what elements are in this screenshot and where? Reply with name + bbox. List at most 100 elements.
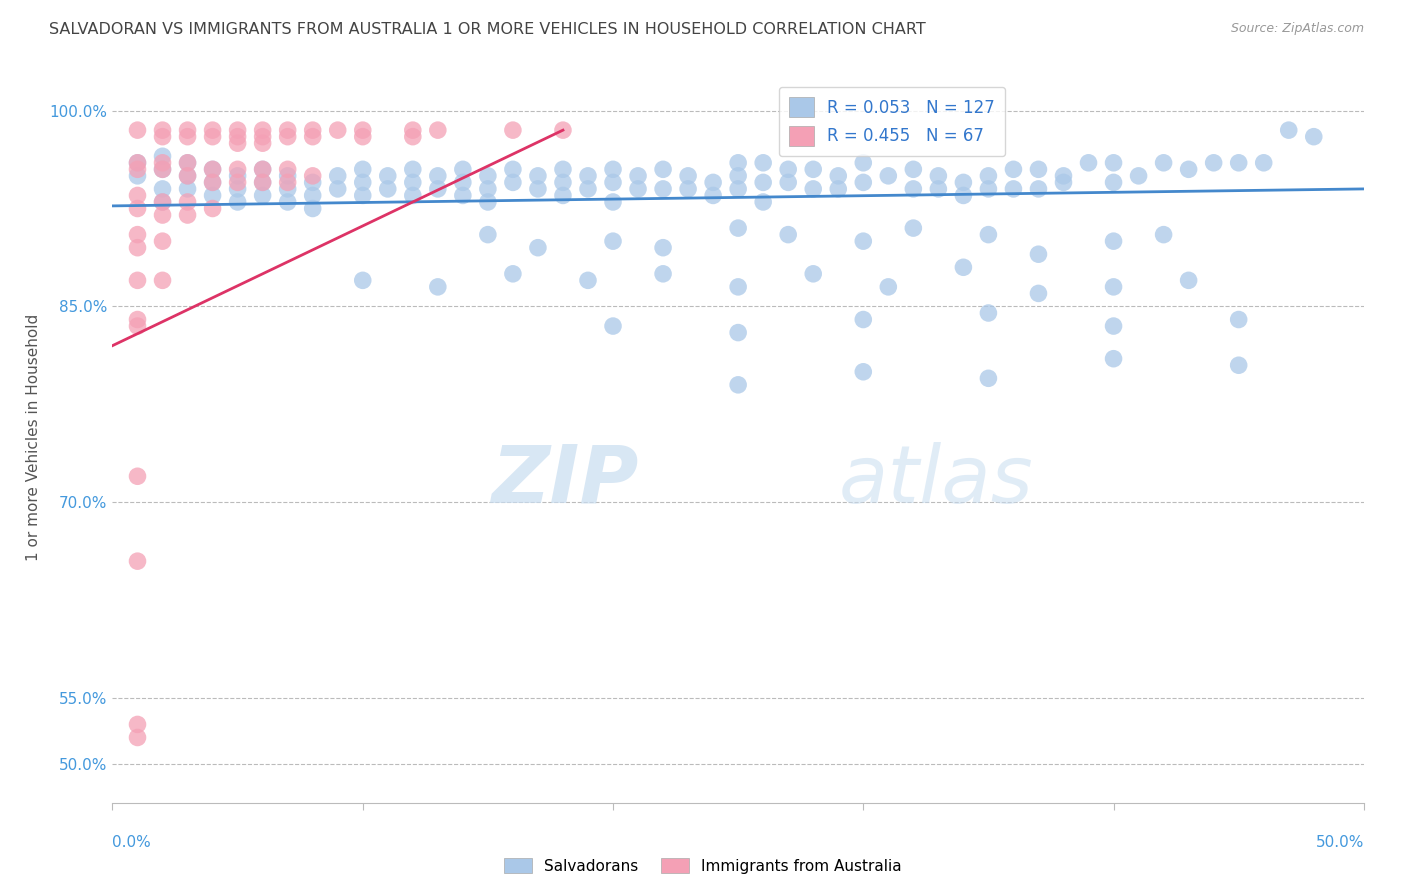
Point [1177, 273, 1199, 287]
Point [326, 182, 349, 196]
Point [852, 234, 875, 248]
Point [451, 188, 474, 202]
Point [1028, 286, 1050, 301]
Point [426, 169, 449, 183]
Point [477, 227, 499, 242]
Point [127, 312, 149, 326]
Point [301, 129, 323, 144]
Point [426, 123, 449, 137]
Point [301, 175, 323, 189]
Point [1028, 247, 1050, 261]
Point [226, 194, 249, 209]
Point [727, 280, 749, 294]
Point [1102, 156, 1125, 170]
Point [977, 182, 1000, 196]
Point [1153, 156, 1175, 170]
Point [1202, 156, 1225, 170]
Point [127, 169, 149, 183]
Point [402, 188, 425, 202]
Point [627, 182, 650, 196]
Point [226, 175, 249, 189]
Point [226, 169, 249, 183]
Point [226, 129, 249, 144]
Point [201, 175, 224, 189]
Point [152, 123, 174, 137]
Point [1128, 169, 1150, 183]
Point [152, 129, 174, 144]
Point [326, 169, 349, 183]
Point [277, 129, 299, 144]
Point [852, 365, 875, 379]
Point [252, 175, 274, 189]
Point [527, 241, 550, 255]
Point [127, 554, 149, 568]
Point [977, 227, 1000, 242]
Point [877, 280, 900, 294]
Point [277, 194, 299, 209]
Point [727, 156, 749, 170]
Point [702, 188, 724, 202]
Point [702, 175, 724, 189]
Point [502, 162, 524, 177]
Point [1052, 175, 1074, 189]
Text: ZIP: ZIP [491, 442, 638, 520]
Point [226, 182, 249, 196]
Point [576, 182, 599, 196]
Point [201, 202, 224, 216]
Point [1278, 123, 1301, 137]
Point [127, 273, 149, 287]
Point [903, 162, 925, 177]
Point [152, 182, 174, 196]
Point [952, 188, 974, 202]
Point [903, 182, 925, 196]
Point [602, 175, 624, 189]
Point [952, 175, 974, 189]
Point [927, 169, 949, 183]
Point [1002, 162, 1025, 177]
Point [502, 267, 524, 281]
Point [176, 194, 198, 209]
Point [127, 162, 149, 177]
Point [402, 175, 425, 189]
Y-axis label: 1 or more Vehicles in Household: 1 or more Vehicles in Household [27, 313, 41, 561]
Point [277, 123, 299, 137]
Point [352, 273, 374, 287]
Point [226, 136, 249, 151]
Point [127, 156, 149, 170]
Point [252, 129, 274, 144]
Point [127, 123, 149, 137]
Point [477, 169, 499, 183]
Point [201, 129, 224, 144]
Point [152, 156, 174, 170]
Point [1028, 182, 1050, 196]
Point [977, 306, 1000, 320]
Point [127, 731, 149, 745]
Point [778, 227, 800, 242]
Point [1177, 162, 1199, 177]
Point [1227, 312, 1250, 326]
Point [377, 182, 399, 196]
Point [377, 169, 399, 183]
Point [551, 188, 574, 202]
Point [551, 175, 574, 189]
Point [852, 156, 875, 170]
Point [201, 188, 224, 202]
Point [877, 169, 900, 183]
Point [152, 194, 174, 209]
Point [801, 162, 824, 177]
Point [727, 377, 749, 392]
Point [602, 194, 624, 209]
Point [426, 280, 449, 294]
Point [451, 175, 474, 189]
Text: 0.0%: 0.0% [112, 835, 152, 850]
Point [852, 312, 875, 326]
Point [201, 123, 224, 137]
Point [1102, 175, 1125, 189]
Legend: Salvadorans, Immigrants from Australia: Salvadorans, Immigrants from Australia [498, 852, 908, 880]
Point [451, 162, 474, 177]
Point [1102, 319, 1125, 334]
Point [176, 208, 198, 222]
Point [352, 123, 374, 137]
Point [727, 221, 749, 235]
Point [326, 123, 349, 137]
